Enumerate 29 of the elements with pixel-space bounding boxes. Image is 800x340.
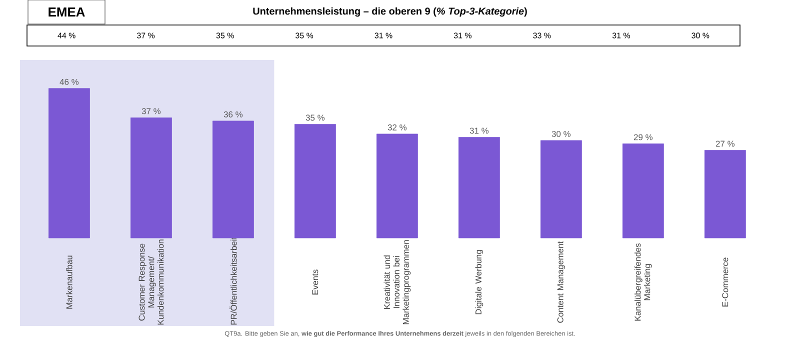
x-tick-label: Kanalübergreifendes Marketing xyxy=(634,243,652,321)
chart-subtitle: EMEA xyxy=(48,8,85,16)
x-tick-label: Content Management xyxy=(557,241,566,323)
chart-title: Unternehmensleistung – die oberen 9 (% Top-3-Kategorie) xyxy=(253,7,527,17)
x-tick-label: PR/Öffentlichkeitsarbeit xyxy=(230,236,237,325)
data-label: 32 % xyxy=(388,124,407,130)
x-tick-label: Digitale Werbung xyxy=(475,250,484,314)
bar xyxy=(704,150,746,238)
x-tick-label: Events xyxy=(312,270,318,294)
bar xyxy=(130,117,172,238)
data-label: 37 % xyxy=(142,108,161,114)
bar xyxy=(212,120,254,238)
data-label: 36 % xyxy=(224,111,243,118)
bar xyxy=(376,134,418,238)
bar xyxy=(622,144,664,238)
bar xyxy=(294,124,336,238)
bar xyxy=(48,88,90,238)
data-label: 30 % xyxy=(552,130,571,137)
data-label: 35 % xyxy=(306,114,325,121)
data-label: 31 % xyxy=(470,128,489,134)
x-tick-label: Kreativität und Innovation bei Marketingprogrammen xyxy=(384,240,411,324)
data-label: 46 % xyxy=(60,78,79,85)
x-tick-label: E-Commerce xyxy=(722,258,728,306)
x-tick-label: Markenaufbau xyxy=(66,256,72,309)
x-tick-label: Customer Response Management/ Kundenkommunikation xyxy=(138,240,164,325)
data-label: 29 % xyxy=(634,134,653,140)
data-label: 27 % xyxy=(716,140,735,147)
bar xyxy=(458,136,500,238)
bar xyxy=(540,140,582,238)
